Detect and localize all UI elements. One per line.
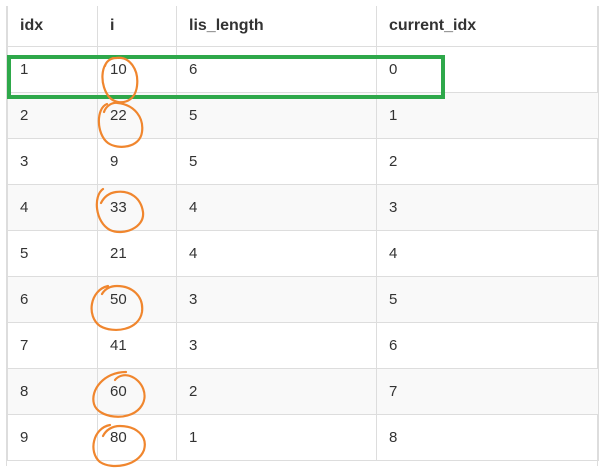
cell-current-idx: 6 xyxy=(376,321,599,369)
column-header-i: i xyxy=(97,6,177,47)
cell-current-idx: 3 xyxy=(376,183,599,231)
table-row: 4 33 4 3 xyxy=(7,183,599,231)
cell-lis-length: 1 xyxy=(176,413,377,461)
cell-i: 60 xyxy=(97,367,177,415)
header-row: idx i lis_length current_idx xyxy=(7,6,599,47)
cell-i: 9 xyxy=(97,137,177,185)
cell-i: 41 xyxy=(97,321,177,369)
cell-idx: 9 xyxy=(7,413,98,461)
table-container: idx i lis_length current_idx 1 10 6 0 2 … xyxy=(6,6,599,466)
cell-i: 33 xyxy=(97,183,177,231)
cell-current-idx: 4 xyxy=(376,229,599,277)
cell-idx: 2 xyxy=(7,91,98,139)
cell-current-idx: 0 xyxy=(376,45,599,93)
cell-idx: 7 xyxy=(7,321,98,369)
cell-idx: 6 xyxy=(7,275,98,323)
table-row: 6 50 3 5 xyxy=(7,275,599,323)
table-row: 9 80 1 8 xyxy=(7,413,599,461)
cell-idx: 1 xyxy=(7,45,98,93)
cell-lis-length: 2 xyxy=(176,367,377,415)
cell-i: 10 xyxy=(97,45,177,93)
cell-current-idx: 8 xyxy=(376,413,599,461)
table-row: 7 41 3 6 xyxy=(7,321,599,369)
column-header-current-idx: current_idx xyxy=(376,6,599,47)
cell-i: 80 xyxy=(97,413,177,461)
table-row: 8 60 2 7 xyxy=(7,367,599,415)
cell-idx: 3 xyxy=(7,137,98,185)
cell-lis-length: 3 xyxy=(176,275,377,323)
table-row: 3 9 5 2 xyxy=(7,137,599,185)
column-header-idx: idx xyxy=(7,6,98,47)
cell-current-idx: 5 xyxy=(376,275,599,323)
table-row: 5 21 4 4 xyxy=(7,229,599,277)
cell-i: 50 xyxy=(97,275,177,323)
data-table: idx i lis_length current_idx 1 10 6 0 2 … xyxy=(7,6,599,461)
cell-current-idx: 2 xyxy=(376,137,599,185)
table-row: 1 10 6 0 xyxy=(7,45,599,93)
table-row: 2 22 5 1 xyxy=(7,91,599,139)
cell-lis-length: 6 xyxy=(176,45,377,93)
cell-idx: 5 xyxy=(7,229,98,277)
cell-lis-length: 4 xyxy=(176,229,377,277)
cell-lis-length: 3 xyxy=(176,321,377,369)
cell-current-idx: 7 xyxy=(376,367,599,415)
cell-i: 22 xyxy=(97,91,177,139)
column-header-lis-length: lis_length xyxy=(176,6,377,47)
cell-lis-length: 5 xyxy=(176,91,377,139)
cell-lis-length: 5 xyxy=(176,137,377,185)
cell-lis-length: 4 xyxy=(176,183,377,231)
cell-current-idx: 1 xyxy=(376,91,599,139)
cell-idx: 4 xyxy=(7,183,98,231)
cell-idx: 8 xyxy=(7,367,98,415)
cell-i: 21 xyxy=(97,229,177,277)
